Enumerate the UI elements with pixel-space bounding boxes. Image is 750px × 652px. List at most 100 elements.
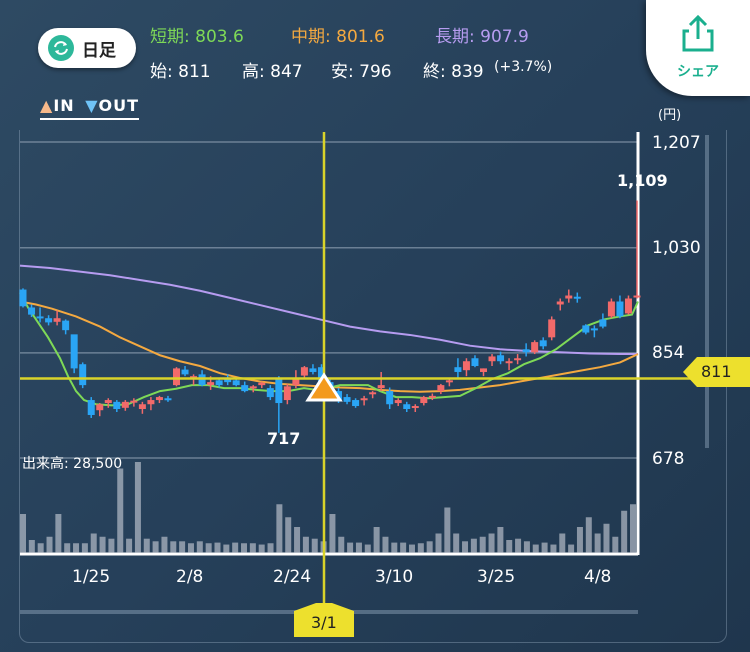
candle-body (249, 386, 257, 389)
date-tick-5: 4/8 (584, 567, 612, 587)
candle-body (624, 298, 632, 314)
candle-body (590, 328, 598, 331)
price-unit-label: (円) (658, 108, 682, 123)
low-price: 安: 796 (331, 62, 392, 82)
date-tick-0: 1/25 (72, 567, 111, 587)
candle-body (480, 368, 487, 372)
volume-bar (550, 544, 557, 553)
candle-body (428, 395, 436, 398)
volume-bar (621, 510, 628, 553)
date-tick-4: 3/25 (477, 567, 516, 587)
volume-bar (134, 462, 141, 553)
candle-body (394, 400, 402, 404)
share-label: シェア (677, 64, 719, 80)
candle-body (232, 380, 240, 386)
candle-body (437, 385, 445, 392)
candle-body (411, 406, 419, 409)
candle-body (70, 334, 78, 369)
max-price-annotation: 1,109 (617, 171, 668, 190)
volume-bar (108, 538, 115, 553)
candle-body (565, 295, 573, 299)
candle-body (377, 385, 385, 389)
volume-bar (241, 543, 248, 553)
volume-bar (338, 536, 345, 553)
candle-body (556, 301, 564, 305)
volume-bar (99, 536, 106, 553)
candle-body (283, 386, 291, 401)
volume-bar (161, 536, 168, 553)
candle-body (121, 401, 129, 408)
candle-body (582, 325, 590, 333)
candle-body (147, 400, 155, 405)
volume-bar (302, 536, 309, 553)
volume-bar (364, 544, 371, 553)
date-tick-3: 3/10 (375, 567, 414, 587)
volume-bar (258, 544, 265, 553)
ma-long-line (19, 264, 638, 356)
candle-body (258, 382, 266, 386)
candle-body (607, 301, 615, 317)
candle-body (445, 380, 453, 383)
ma-medium-legend: 中期: 801.6 (291, 27, 385, 47)
volume-bar (391, 542, 398, 553)
candle-body (548, 319, 556, 338)
volume-bar (373, 527, 380, 553)
volume-bar (232, 542, 239, 553)
volume-bar (568, 544, 575, 553)
candle-body (207, 382, 215, 386)
candle-body (599, 319, 607, 327)
volume-bar (64, 543, 71, 553)
candle-body (224, 377, 232, 383)
volume-bar (453, 533, 460, 553)
volume-bar (170, 541, 177, 553)
candle-body (343, 397, 351, 402)
share-button[interactable]: シェア (646, 0, 750, 96)
volume-bar (276, 504, 283, 553)
in-signal-marker (305, 372, 343, 402)
volume-bar (20, 514, 26, 553)
volume-bar (444, 507, 451, 553)
candle-body (28, 307, 36, 315)
candle-body (266, 388, 274, 398)
candle-body (130, 400, 138, 403)
volume-bar (585, 517, 592, 553)
candle-body (360, 398, 368, 401)
volume-bar (311, 538, 318, 553)
volume-bar (37, 543, 44, 553)
volume-bar (143, 538, 150, 553)
volume-label: 出来高: 28,500 (22, 456, 123, 472)
ma-long-legend: 長期: 907.9 (435, 27, 529, 47)
candle-body (241, 385, 249, 392)
volume-bar (285, 517, 292, 553)
candle-body (155, 397, 163, 401)
candle-body (292, 379, 300, 386)
volume-bar (515, 538, 522, 553)
out-triangle-icon: ▼ (85, 96, 99, 115)
candle-body (138, 404, 146, 410)
candle-body (514, 358, 522, 361)
candle-body (113, 401, 121, 410)
volume-bar (559, 533, 566, 553)
volume-bar (497, 527, 504, 553)
volume-bar (55, 514, 62, 553)
volume-bar (630, 504, 636, 553)
price-tick-0: 1,207 (652, 133, 701, 153)
open-price: 始: 811 (150, 62, 211, 82)
volume-bar (355, 542, 362, 553)
price-tick-1: 1,030 (652, 238, 701, 258)
candle-body (309, 368, 317, 372)
volume-bar (470, 538, 477, 553)
in-out-toggle[interactable]: ▲IN ▼OUT (40, 96, 140, 120)
candle-body (505, 361, 513, 364)
candle-body (317, 367, 325, 383)
candle-body (53, 318, 61, 322)
ma-short-legend: 短期: 803.6 (150, 27, 244, 47)
high-price: 高: 847 (242, 62, 303, 82)
candle-body (369, 392, 377, 395)
period-toggle-button[interactable]: 日足 (38, 28, 136, 68)
volume-bar (267, 543, 274, 553)
min-price-annotation: 717 (267, 429, 301, 448)
volume-bar (28, 540, 35, 553)
volume-bar (426, 541, 433, 553)
